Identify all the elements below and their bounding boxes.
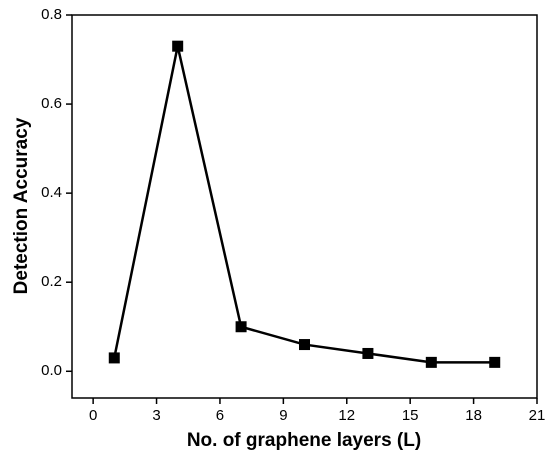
x-tick-label: 12: [338, 407, 355, 424]
plot-frame: [71, 14, 538, 399]
y-tick-label: 0.8: [41, 6, 62, 23]
x-tick-label: 9: [279, 407, 287, 424]
x-tick-label: 0: [89, 407, 97, 424]
marker: [235, 321, 247, 333]
y-axis-label: Detection Accuracy: [11, 117, 32, 294]
y-tick-label: 0.2: [41, 273, 62, 290]
x-tick-label: 6: [216, 407, 224, 424]
marker: [172, 40, 184, 52]
marker: [108, 352, 120, 364]
x-tick-label: 18: [465, 407, 482, 424]
x-axis-label: No. of graphene layers (L): [187, 430, 421, 451]
marker: [489, 356, 501, 368]
x-tick-label: 15: [402, 407, 419, 424]
marker: [425, 356, 437, 368]
x-tick-label: 21: [529, 407, 546, 424]
x-tick-label: 3: [152, 407, 160, 424]
marker: [299, 339, 310, 351]
y-tick-label: 0.4: [41, 184, 62, 201]
marker: [362, 347, 374, 359]
series-line: [113, 45, 495, 364]
y-tick-label: 0.0: [41, 362, 62, 379]
y-tick-label: 0.6: [41, 95, 62, 112]
